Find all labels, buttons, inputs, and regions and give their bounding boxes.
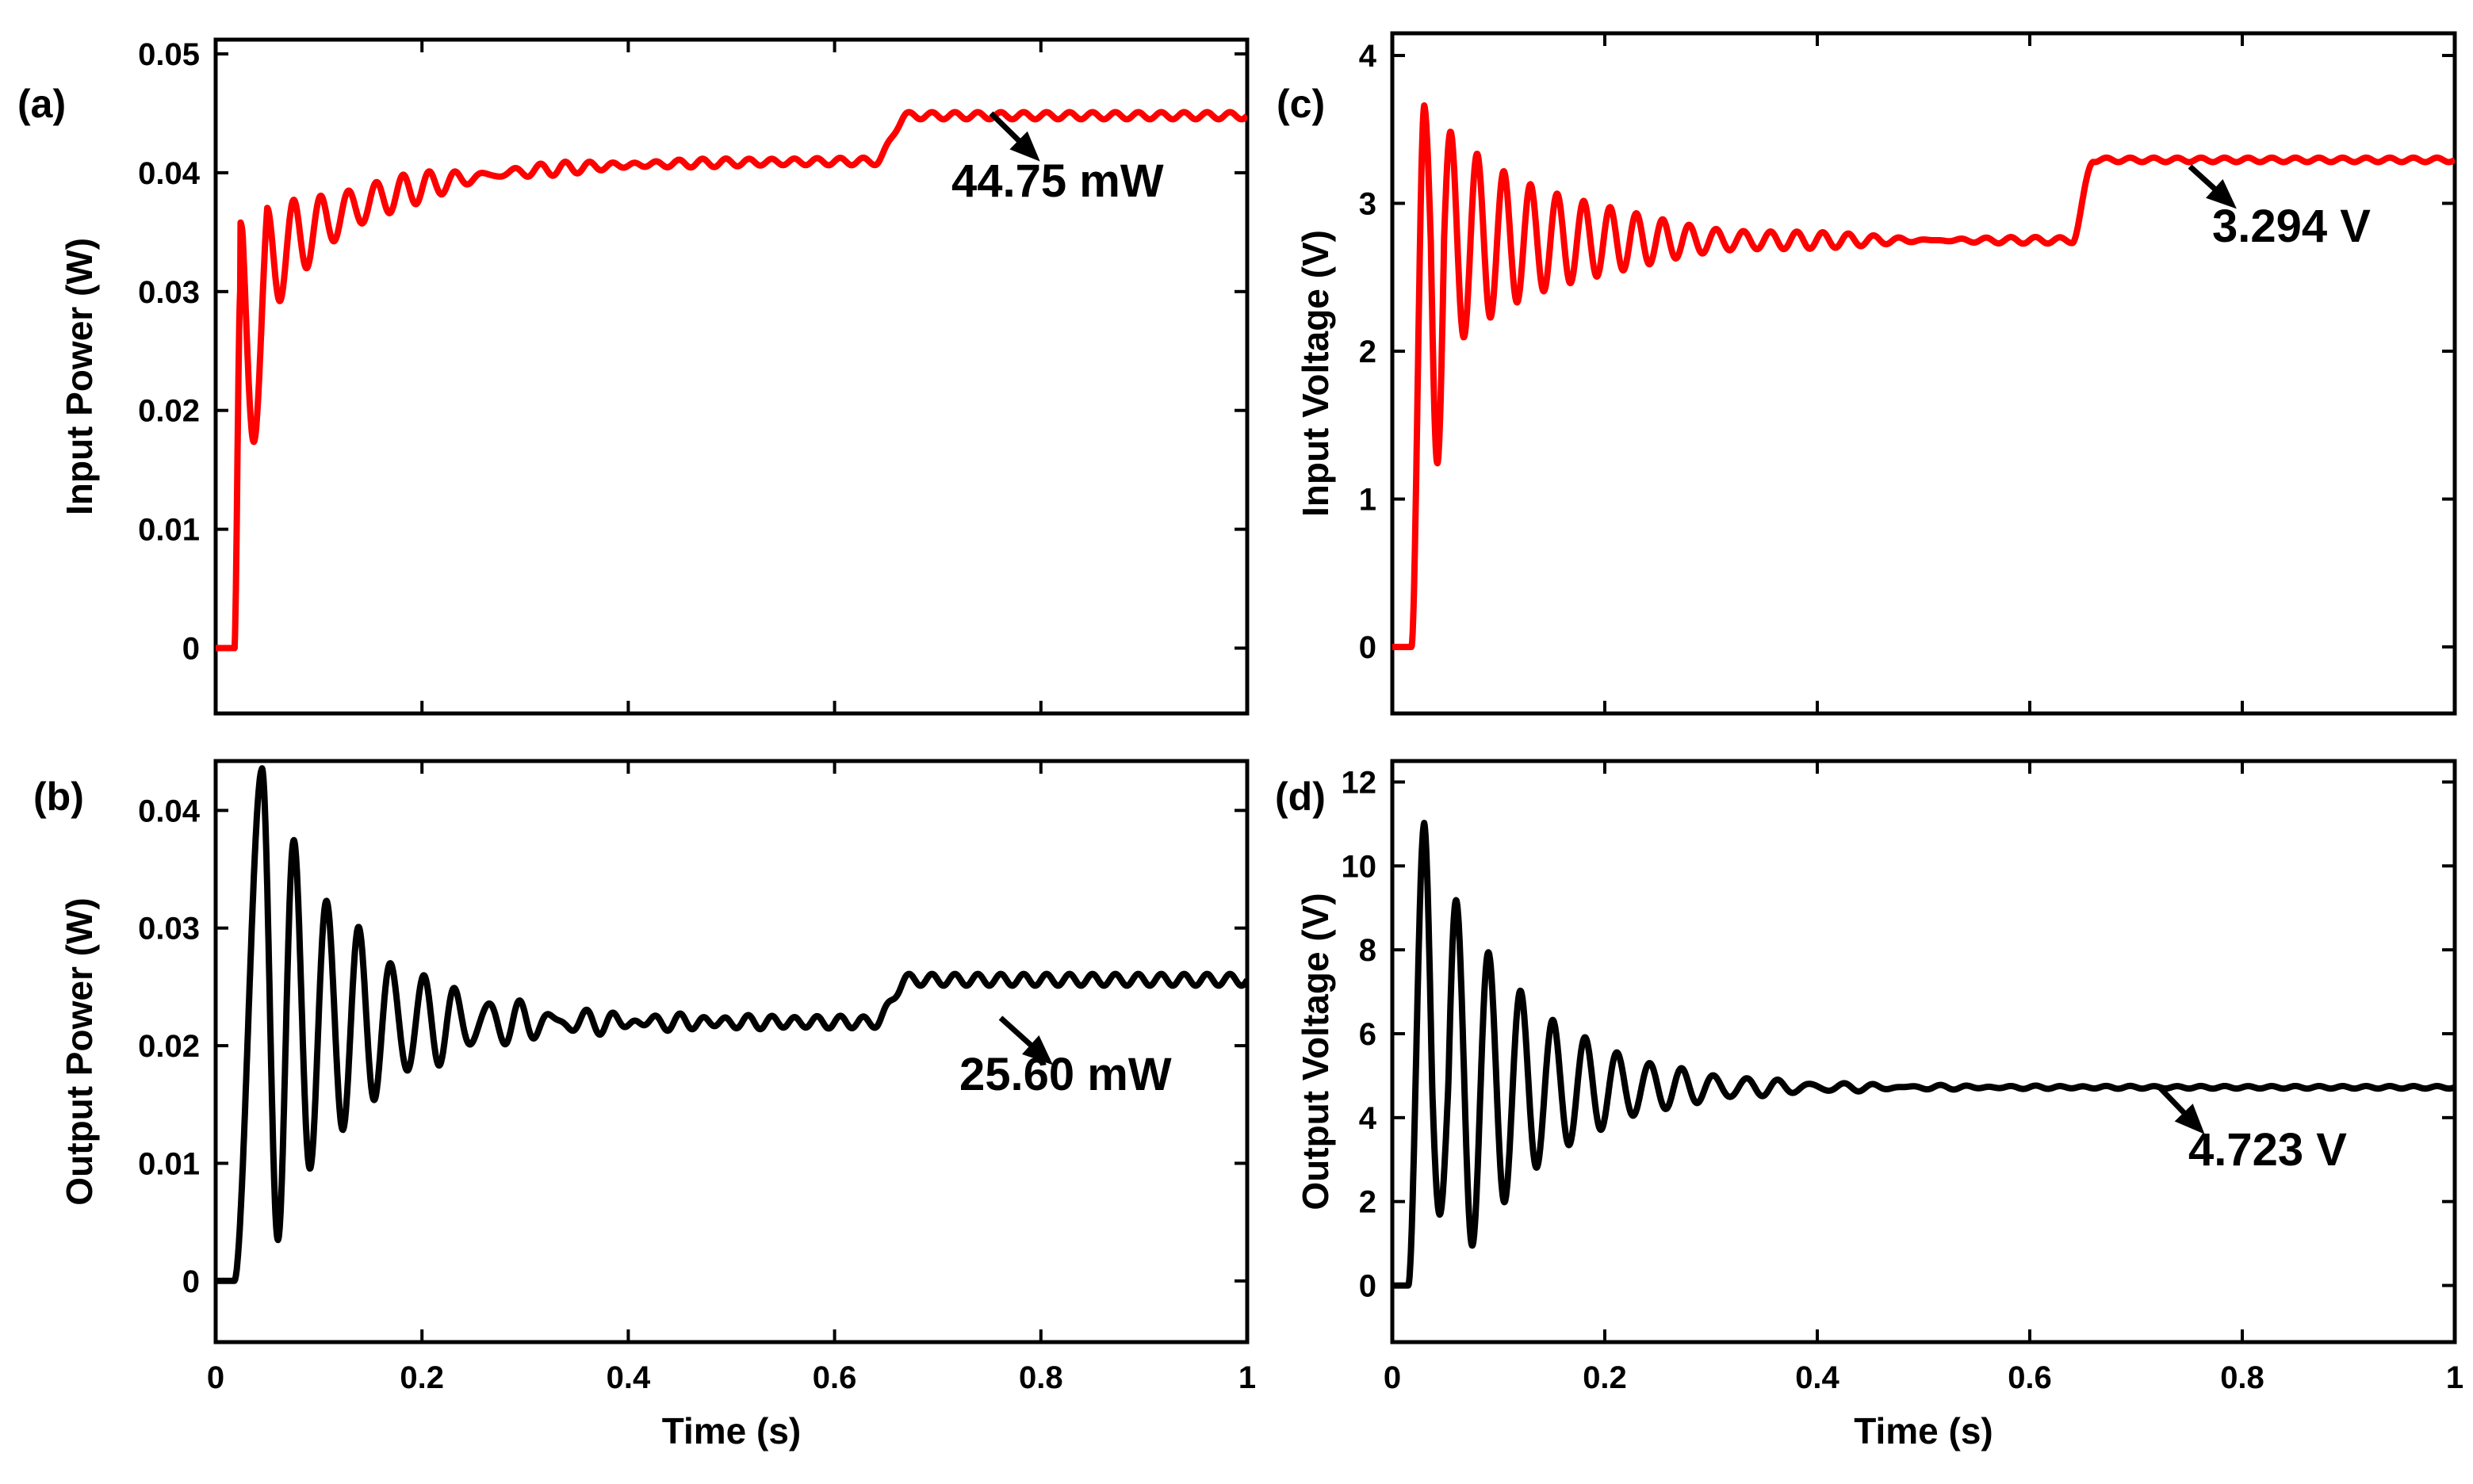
annotation-arrow-head [2206,179,2237,209]
panel-label: (c) [1277,82,1325,126]
y-tick-label: 12 [1342,765,1377,800]
y-axis-label: Input Power (W) [59,238,100,515]
x-tick-label: 0.4 [1795,1360,1839,1395]
chart-panel-0: 0 0.01 0.02 0.03 0.04 0.05 Input Power (W) (a) 4… [17,37,1250,716]
x-tick-label: 0 [1384,1360,1401,1395]
panel-label: (b) [33,775,84,819]
x-tick-label: 0.4 [607,1360,651,1395]
y-tick-label: 2 [1359,335,1376,369]
x-axis-label: Time (s) [1854,1410,1993,1451]
y-tick-label: 4 [1359,39,1377,74]
annotation-arrow-head [1021,1035,1053,1065]
plot-frame [1390,759,2457,1344]
series-line-output-power [216,765,1247,1284]
y-axis-label: Output Voltage (V) [1295,893,1336,1210]
x-tick-label: 1 [2446,1360,2463,1395]
y-tick-label: 0.04 [138,794,201,828]
annotation-label: 4.723 V [2188,1124,2347,1176]
plot-frame [213,759,1250,1344]
series-line-input-power [216,109,1247,652]
y-tick-label: 0 [182,1264,200,1299]
chart-panel-1: 0 0.2 0.4 0.6 0.8 1 0 0.01 0.02 0.03 0.04 Output Po… [33,759,1256,1451]
y-axis-label: Input Voltage (V) [1295,230,1336,517]
panel-label: (a) [17,82,66,126]
y-tick-label: 0.01 [138,513,200,548]
y-tick-label: 4 [1359,1101,1377,1136]
x-tick-label: 0.8 [2220,1360,2264,1395]
x-tick-label: 0.8 [1019,1360,1063,1395]
y-tick-label: 0.01 [138,1146,200,1181]
y-tick-label: 0 [1359,1269,1376,1304]
y-tick-label: 3 [1359,187,1376,222]
annotation-label: 3.294 V [2212,201,2371,252]
annotation-arrow-head [2174,1103,2205,1134]
x-tick-label: 0.2 [400,1360,444,1395]
x-tick-label: 0 [207,1360,224,1395]
annotation-label: 44.75 mW [951,155,1164,207]
y-tick-label: 0.02 [138,1029,200,1064]
annotation-arrow-head [1009,131,1040,162]
x-tick-label: 1 [1238,1360,1256,1395]
series-line-input-voltage [1392,102,2455,651]
y-tick-label: 2 [1359,1185,1376,1220]
x-tick-label: 0.6 [2008,1360,2052,1395]
series-line-output-voltage [1392,820,2455,1289]
x-axis-label: Time (s) [662,1410,802,1451]
y-axis-label: Output Power (W) [59,897,100,1205]
panel-label: (d) [1275,775,1326,819]
x-tick-label: 0.2 [1583,1360,1627,1395]
y-tick-label: 0.05 [138,37,200,72]
annotation-label: 25.60 mW [959,1049,1172,1100]
y-tick-label: 10 [1342,849,1377,884]
y-tick-label: 0.03 [138,275,200,310]
y-tick-label: 8 [1359,933,1376,968]
y-tick-label: 6 [1359,1017,1376,1052]
x-tick-label: 0.6 [813,1360,857,1395]
chart-panel-2: 0 1 2 3 4 Input Voltage (V) (c) 3.294 V [1277,31,2457,716]
y-tick-label: 0.03 [138,912,200,947]
plot-frame [213,37,1250,716]
y-tick-label: 0 [182,632,200,667]
y-tick-label: 0.04 [138,156,201,191]
plot-frame [1390,31,2457,716]
y-tick-label: 0 [1359,630,1376,665]
y-tick-label: 0.02 [138,394,200,429]
y-tick-label: 1 [1359,483,1376,518]
